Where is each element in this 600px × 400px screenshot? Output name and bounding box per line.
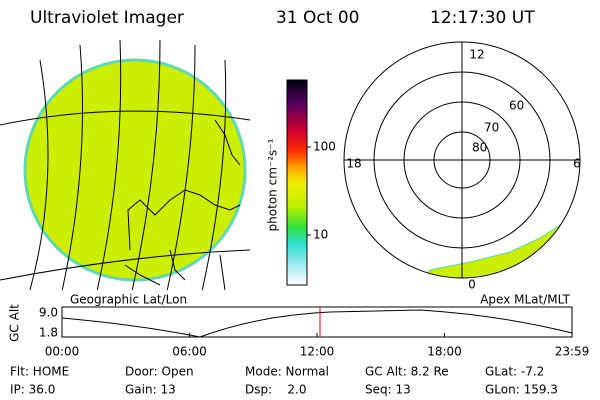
info-field: Mode: Normal bbox=[245, 365, 329, 379]
mlt-label: 6 bbox=[573, 157, 581, 171]
lat-label: 70 bbox=[484, 121, 499, 135]
info-field: Gain: 13 bbox=[125, 383, 176, 397]
x-tick-label: 12:00 bbox=[300, 345, 335, 359]
x-tick-label: 23:59 bbox=[555, 345, 590, 359]
colorbar-tick-label: 100 bbox=[313, 140, 336, 154]
info-field: IP: 36.0 bbox=[10, 383, 55, 397]
altitude-curve bbox=[61, 309, 573, 338]
colorbar bbox=[286, 79, 308, 286]
x-tick-label: 06:00 bbox=[172, 345, 207, 359]
x-tick-label: 18:00 bbox=[427, 345, 462, 359]
lat-label: 80 bbox=[472, 141, 487, 155]
y-axis-label: GC Alt bbox=[8, 304, 22, 342]
colorbar-label: photon cm⁻²s⁻¹ bbox=[266, 138, 280, 231]
info-field: GLon: 159.3 bbox=[485, 383, 558, 397]
info-field: GC Alt: 8.2 Re bbox=[365, 365, 449, 379]
lat-label: 60 bbox=[509, 99, 524, 113]
colorbar-tick-label: 10 bbox=[313, 228, 328, 242]
date: 31 Oct 00 bbox=[276, 8, 359, 28]
info-field: Door: Open bbox=[125, 365, 194, 379]
globe-image bbox=[0, 40, 251, 290]
left-panel-label: Geographic Lat/Lon bbox=[70, 293, 187, 307]
info-field: Seq: 13 bbox=[365, 383, 411, 397]
info-field: Dsp: 2.0 bbox=[245, 383, 307, 397]
time: 12:17:30 UT bbox=[430, 8, 535, 28]
info-field: GLat: -7.2 bbox=[485, 365, 544, 379]
polar-plot bbox=[343, 41, 581, 279]
mlt-label: 0 bbox=[468, 278, 476, 292]
altitude-frame bbox=[61, 306, 573, 338]
y-tick-label: 9.0 bbox=[39, 306, 58, 320]
mlt-label: 18 bbox=[346, 157, 361, 171]
info-field: Flt: HOME bbox=[10, 365, 69, 379]
x-tick-label: 00:00 bbox=[45, 345, 80, 359]
right-panel-label: Apex MLat/MLT bbox=[480, 293, 570, 307]
title: Ultraviolet Imager bbox=[30, 8, 184, 28]
mlt-label: 12 bbox=[469, 48, 484, 62]
y-tick-label: 1.8 bbox=[39, 326, 58, 340]
